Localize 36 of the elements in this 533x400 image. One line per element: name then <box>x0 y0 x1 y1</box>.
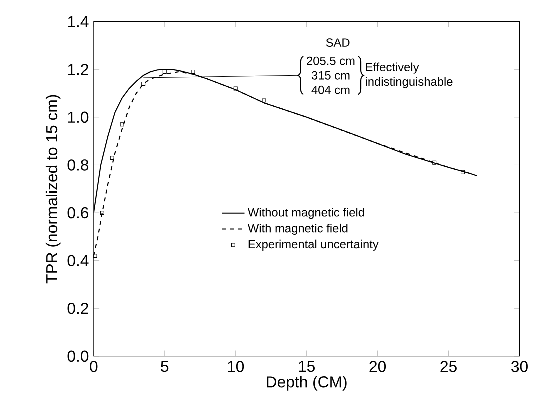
legend-label: With magnetic field <box>248 224 348 236</box>
y-tick-label: 1.4 <box>68 16 89 28</box>
x-axis-title: Depth (CM) <box>267 376 347 391</box>
point <box>432 160 437 165</box>
annotation: SAD <box>326 38 350 47</box>
x-tick-label: 30 <box>512 361 528 372</box>
point <box>100 211 104 215</box>
point <box>162 70 167 74</box>
annotation: 205.5 cm <box>307 56 355 66</box>
x-tick-label: 0 <box>90 361 98 372</box>
y-axis-title: TPR (normalized to 15 cm) <box>46 95 61 284</box>
y-tick-label: 0.4 <box>68 255 89 266</box>
x-tick-label: 25 <box>440 361 457 372</box>
x-tick-label: 5 <box>161 361 169 372</box>
legend-label: Without magnetic field <box>248 208 364 220</box>
annotation: 315 cm <box>312 71 350 80</box>
point <box>191 70 196 74</box>
point <box>460 170 465 174</box>
x-tick-label: 10 <box>228 361 244 372</box>
annotation: 404 cm <box>312 86 350 94</box>
point <box>110 156 114 160</box>
x-tick-label: 20 <box>370 361 386 372</box>
legend-label: Experimental uncertainty <box>248 240 379 251</box>
y-tick-label: 1.2 <box>68 64 88 76</box>
y-tick-label: 0.6 <box>68 207 89 219</box>
point <box>262 98 266 103</box>
point <box>93 254 98 258</box>
x-tick-label: 15 <box>299 361 315 372</box>
point <box>120 122 124 127</box>
annotation: Effectively indistinguishable <box>366 62 453 88</box>
point <box>234 86 238 91</box>
y-tick-label: 0.8 <box>68 160 89 171</box>
y-tick-label: 1.0 <box>68 112 89 123</box>
point <box>142 82 146 86</box>
y-tick-label: 0.2 <box>68 302 88 314</box>
y-tick-label: 0.0 <box>68 350 89 362</box>
